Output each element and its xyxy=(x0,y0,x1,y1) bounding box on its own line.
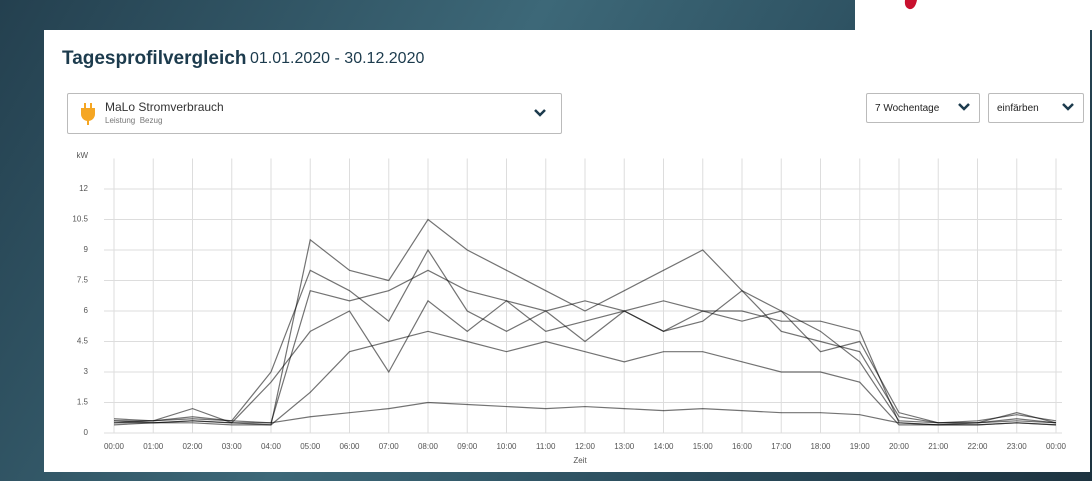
y-tick-label: 7.5 xyxy=(77,276,89,285)
chart: kW Zeit 0 1.5 3 4.5 6 7.5 9 10.5 12 00:00 01:00 02:… xyxy=(44,140,1090,470)
x-tick-label: 02:00 xyxy=(182,442,203,451)
chevron xyxy=(957,102,971,112)
color-button[interactable]: einfärben xyxy=(988,93,1084,123)
logo xyxy=(855,0,1092,30)
x-tick-label: 00:00 xyxy=(104,442,125,451)
x-tick-label: 23:00 xyxy=(1007,442,1028,451)
page: Tagesprofilvergleich 01.01.2020 - 30.12.… xyxy=(0,0,1092,481)
weekday-button[interactable]: 7 Wochentage xyxy=(866,93,980,123)
logo-area xyxy=(855,0,1092,30)
date-range: 01.01.2020 - 30.12.2020 xyxy=(250,50,424,68)
button-label: 7 Wochentage xyxy=(875,103,939,114)
x-axis-label: Zeit xyxy=(573,456,587,465)
x-tick-label: 04:00 xyxy=(261,442,282,451)
chevron xyxy=(533,108,547,118)
x-tick-label: 20:00 xyxy=(889,442,910,451)
meter-title: MaLo Stromverbrauch xyxy=(105,100,224,114)
meter-select[interactable]: MaLo Stromverbrauch Leistung Bezug xyxy=(67,93,562,134)
x-tick-label: 16:00 xyxy=(732,442,753,451)
y-tick-label: 9 xyxy=(84,245,89,254)
x-tick-label: 15:00 xyxy=(693,442,714,451)
y-tick-label: 1.5 xyxy=(77,398,89,407)
x-tick-label: 07:00 xyxy=(379,442,400,451)
x-tick-label: 11:00 xyxy=(536,442,556,451)
x-tick-label: 21:00 xyxy=(928,442,949,451)
x-tick-label: 03:00 xyxy=(222,442,243,451)
x-tick-label: 05:00 xyxy=(300,442,321,451)
x-tick-label: 10:00 xyxy=(496,442,517,451)
x-tick-label: 09:00 xyxy=(457,442,478,451)
y-tick-label: 0 xyxy=(84,428,89,437)
y-tick-label: 6 xyxy=(84,306,89,315)
y-tick-label: 12 xyxy=(79,184,88,193)
meter-tags: Leistung Bezug xyxy=(105,116,162,125)
x-tick-label: 13:00 xyxy=(614,442,635,451)
y-tick-label: 10.5 xyxy=(72,215,88,224)
button-label: einfärben xyxy=(997,103,1039,114)
plug-icon xyxy=(80,103,96,125)
x-tick-label: 17:00 xyxy=(771,442,792,451)
x-tick-label: 01:00 xyxy=(143,442,164,451)
card: Tagesprofilvergleich 01.01.2020 - 30.12.… xyxy=(44,30,1090,472)
y-axis-label: kW xyxy=(76,151,88,160)
x-tick-label: 22:00 xyxy=(967,442,988,451)
tag: Bezug xyxy=(140,116,163,125)
x-tick-label: 08:00 xyxy=(418,442,439,451)
x-tick-label: 06:00 xyxy=(339,442,360,451)
title: Tagesprofilvergleich xyxy=(62,48,246,70)
tag: Leistung xyxy=(105,116,135,125)
x-tick-label: 14:00 xyxy=(653,442,674,451)
chevron xyxy=(1061,102,1075,112)
x-tick-label: 00:00 xyxy=(1046,442,1067,451)
x-tick-label: 18:00 xyxy=(810,442,831,451)
x-tick-label: 19:00 xyxy=(850,442,871,451)
x-tick-label: 12:00 xyxy=(575,442,596,451)
y-tick-label: 3 xyxy=(84,367,89,376)
y-tick-label: 4.5 xyxy=(77,337,89,346)
